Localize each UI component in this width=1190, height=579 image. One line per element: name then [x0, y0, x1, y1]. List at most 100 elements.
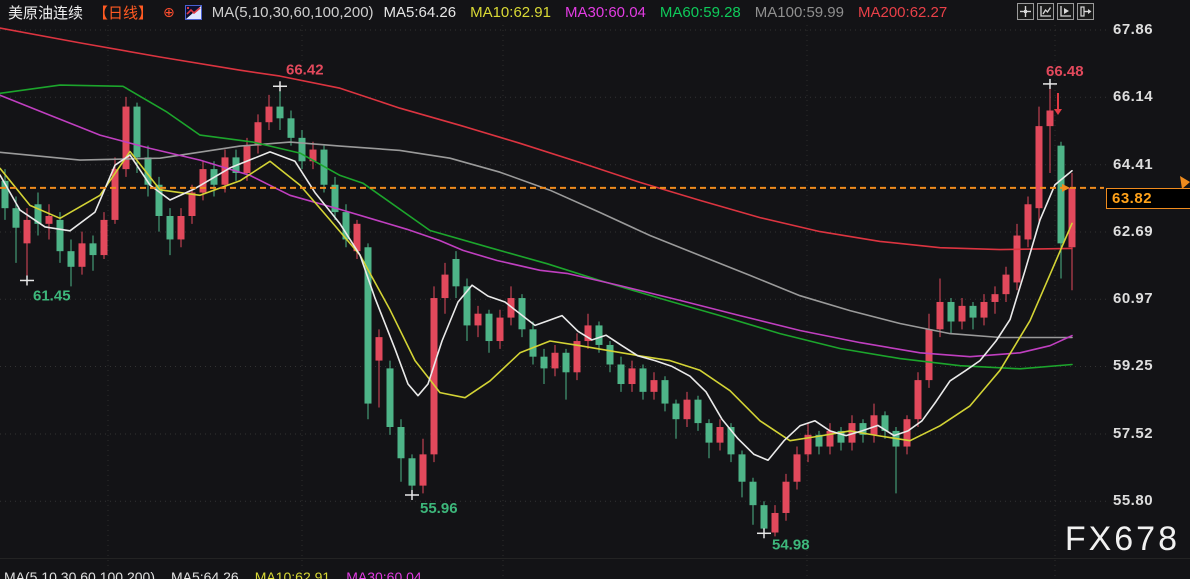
candle[interactable] — [628, 360, 636, 392]
candle[interactable] — [441, 262, 449, 314]
candle[interactable] — [793, 446, 801, 490]
axes-chart-icon[interactable] — [1037, 3, 1054, 20]
candle[interactable] — [925, 313, 933, 388]
candle[interactable] — [364, 243, 372, 420]
candle[interactable] — [452, 251, 460, 299]
candle[interactable] — [738, 450, 746, 498]
candle[interactable] — [1013, 223, 1021, 291]
exit-arrow-icon[interactable] — [1077, 3, 1094, 20]
candle[interactable] — [408, 454, 416, 495]
candle[interactable] — [782, 473, 790, 521]
candle[interactable] — [34, 192, 42, 236]
candle[interactable] — [67, 239, 75, 287]
mini-chart-icon[interactable] — [184, 4, 202, 20]
candle[interactable] — [485, 309, 493, 353]
candle[interactable] — [694, 395, 702, 431]
candle[interactable] — [1024, 196, 1032, 248]
candle[interactable] — [56, 212, 64, 263]
candle[interactable] — [991, 286, 999, 314]
candle[interactable] — [958, 298, 966, 330]
candle[interactable] — [122, 96, 130, 177]
candle[interactable] — [320, 145, 328, 193]
candle[interactable] — [12, 196, 20, 263]
candle[interactable] — [881, 411, 889, 439]
move-crosshair-icon[interactable] — [1017, 3, 1034, 20]
candle[interactable] — [45, 204, 53, 240]
candle[interactable] — [540, 348, 548, 385]
candle[interactable] — [870, 403, 878, 443]
candle[interactable] — [980, 294, 988, 326]
candle[interactable] — [144, 145, 152, 197]
candle[interactable] — [639, 364, 647, 400]
candle[interactable] — [815, 430, 823, 455]
candle[interactable] — [287, 110, 295, 146]
candle[interactable] — [804, 423, 812, 463]
candle[interactable] — [617, 356, 625, 392]
candle[interactable] — [606, 341, 614, 373]
candle[interactable] — [298, 130, 306, 170]
candle[interactable] — [188, 184, 196, 224]
candle[interactable] — [430, 286, 438, 463]
candle[interactable] — [947, 298, 955, 334]
candle[interactable] — [826, 423, 834, 455]
candle[interactable] — [969, 301, 977, 330]
candle[interactable] — [276, 86, 284, 131]
axes-play-icon[interactable] — [1057, 3, 1074, 20]
candle[interactable] — [551, 344, 559, 377]
candle[interactable] — [848, 415, 856, 451]
candle[interactable] — [155, 176, 163, 232]
candle[interactable] — [837, 427, 845, 451]
candle[interactable] — [474, 305, 482, 338]
candle[interactable] — [254, 114, 262, 154]
candle[interactable] — [936, 278, 944, 338]
candle-body — [364, 247, 372, 404]
candles-layer[interactable] — [1, 83, 1076, 537]
candle[interactable] — [78, 231, 86, 275]
candle[interactable] — [419, 438, 427, 494]
candle[interactable] — [100, 212, 108, 259]
candle[interactable] — [573, 333, 581, 381]
candle[interactable] — [914, 372, 922, 428]
candle[interactable] — [672, 399, 680, 439]
target-circle-icon[interactable]: ⊕ — [163, 4, 175, 20]
candle[interactable] — [562, 348, 570, 400]
candle[interactable] — [661, 376, 669, 412]
candle-body — [331, 184, 339, 213]
candle[interactable] — [496, 309, 504, 349]
candle[interactable] — [650, 372, 658, 400]
candle[interactable] — [760, 501, 768, 534]
candle[interactable] — [177, 208, 185, 248]
candle[interactable] — [309, 141, 317, 170]
candle[interactable] — [463, 278, 471, 342]
candle[interactable] — [892, 427, 900, 494]
candle[interactable] — [23, 208, 31, 281]
candle[interactable] — [89, 235, 97, 271]
candle[interactable] — [584, 313, 592, 349]
candle[interactable] — [749, 477, 757, 525]
candle[interactable] — [716, 419, 724, 451]
candle[interactable] — [1046, 83, 1054, 174]
candle[interactable] — [1068, 173, 1076, 291]
candle[interactable] — [265, 94, 273, 131]
candle[interactable] — [903, 415, 911, 455]
candle[interactable] — [1002, 266, 1010, 302]
candle[interactable] — [529, 321, 537, 365]
candle[interactable] — [386, 360, 394, 435]
candle-body — [1068, 187, 1076, 248]
candle[interactable] — [166, 208, 174, 256]
candle[interactable] — [331, 176, 339, 220]
candle[interactable] — [375, 329, 383, 408]
candle-body — [573, 341, 581, 373]
candle[interactable] — [683, 391, 691, 428]
candle[interactable] — [1, 169, 9, 220]
period-tag[interactable]: 【日线】 — [93, 4, 154, 22]
candle[interactable] — [1035, 106, 1043, 224]
candle[interactable] — [705, 419, 713, 459]
last-price-marker — [1062, 183, 1070, 192]
candle[interactable] — [1057, 141, 1065, 279]
candle[interactable] — [771, 505, 779, 537]
candle-body — [826, 430, 834, 447]
candle[interactable] — [397, 419, 405, 482]
candle[interactable] — [111, 157, 119, 224]
